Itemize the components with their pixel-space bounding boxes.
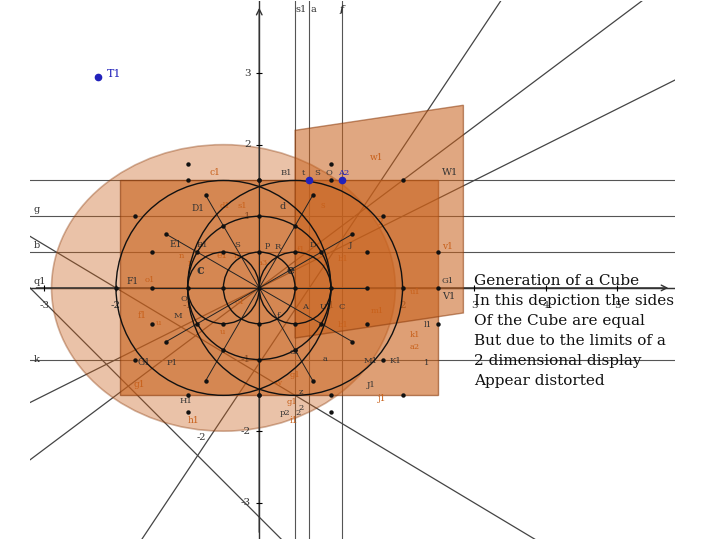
Text: R: R — [275, 242, 282, 251]
Text: t: t — [302, 168, 305, 177]
Text: l1: l1 — [424, 321, 432, 329]
Text: h1: h1 — [188, 416, 199, 424]
Text: v1: v1 — [442, 241, 453, 251]
Text: w1: w1 — [370, 153, 384, 163]
Polygon shape — [295, 105, 464, 338]
Text: n: n — [179, 252, 184, 260]
Text: s1: s1 — [238, 201, 248, 210]
Text: r: r — [188, 259, 192, 268]
Text: S: S — [315, 168, 320, 177]
Text: g1: g1 — [134, 380, 145, 389]
Text: k: k — [34, 355, 40, 364]
Text: S: S — [234, 241, 240, 249]
Text: q1: q1 — [34, 276, 46, 286]
Text: e1: e1 — [216, 251, 228, 260]
Text: 4: 4 — [542, 301, 549, 310]
Text: m1: m1 — [370, 307, 384, 315]
Text: u: u — [156, 319, 161, 327]
Text: T1: T1 — [107, 69, 121, 79]
Text: G1: G1 — [442, 277, 454, 285]
Text: -3: -3 — [240, 498, 251, 507]
Text: -1: -1 — [183, 301, 193, 310]
Text: 2: 2 — [399, 301, 406, 310]
Text: D1: D1 — [192, 204, 204, 213]
Text: J: J — [348, 241, 352, 249]
Text: o1: o1 — [234, 298, 245, 306]
Text: C: C — [338, 303, 344, 312]
Text: H1: H1 — [179, 396, 192, 404]
Text: 2: 2 — [244, 140, 251, 149]
Text: O: O — [326, 168, 333, 177]
Text: s1: s1 — [296, 5, 307, 14]
Text: V1: V1 — [442, 292, 455, 301]
Text: A: A — [302, 303, 308, 312]
Text: s: s — [320, 201, 325, 210]
Text: Generation of a Cube
In this depiction the sides
Of the Cube are equal
But due t: Generation of a Cube In this depiction t… — [474, 274, 674, 388]
Text: 2: 2 — [295, 409, 300, 417]
Text: d: d — [279, 202, 286, 211]
Text: b1: b1 — [338, 321, 348, 329]
Text: -3: -3 — [40, 301, 50, 310]
Text: M1: M1 — [363, 357, 377, 365]
Text: 2: 2 — [377, 218, 383, 227]
Text: O: O — [181, 295, 187, 303]
Text: 1: 1 — [328, 301, 334, 310]
Text: p: p — [265, 241, 271, 249]
Text: A2: A2 — [338, 168, 349, 177]
Text: g1: g1 — [287, 398, 297, 406]
Text: P1: P1 — [166, 359, 177, 367]
Text: -1: -1 — [240, 355, 251, 364]
Text: W1: W1 — [442, 168, 458, 177]
Text: k1: k1 — [410, 330, 420, 339]
Text: U1: U1 — [320, 303, 333, 312]
Text: e: e — [287, 264, 294, 276]
Text: b1: b1 — [338, 255, 348, 262]
Text: n: n — [234, 252, 240, 260]
Text: z: z — [299, 388, 303, 396]
Text: w: w — [275, 379, 282, 387]
Ellipse shape — [52, 145, 395, 431]
Text: a: a — [311, 5, 317, 14]
Text: f1: f1 — [138, 311, 146, 320]
Text: g1: g1 — [289, 372, 300, 380]
Text: c2: c2 — [289, 348, 300, 356]
Text: -2: -2 — [240, 427, 251, 436]
Text: -2: -2 — [111, 301, 121, 310]
Text: B1: B1 — [281, 168, 292, 177]
Text: o1: o1 — [145, 276, 155, 284]
Text: 3: 3 — [244, 69, 251, 78]
Polygon shape — [120, 180, 438, 395]
Text: -2: -2 — [197, 433, 206, 442]
Text: K1: K1 — [390, 357, 401, 365]
Text: D: D — [310, 241, 316, 249]
Text: f: f — [277, 312, 280, 320]
Text: g: g — [34, 205, 40, 214]
Text: 5: 5 — [614, 301, 621, 310]
Text: u1: u1 — [410, 288, 420, 295]
Text: j1: j1 — [377, 394, 386, 403]
Text: 3: 3 — [471, 301, 477, 310]
Text: f: f — [340, 5, 343, 14]
Text: p2: p2 — [279, 409, 290, 417]
Text: d1: d1 — [220, 201, 230, 210]
Text: u: u — [220, 328, 225, 336]
Text: G1: G1 — [138, 358, 150, 367]
Text: a3: a3 — [258, 259, 268, 267]
Text: c: c — [197, 264, 204, 276]
Text: F1: F1 — [127, 276, 139, 286]
Text: 1: 1 — [424, 359, 429, 367]
Text: a: a — [323, 355, 327, 363]
Text: B1: B1 — [197, 241, 208, 249]
Text: 2: 2 — [299, 404, 304, 411]
Text: M: M — [174, 312, 182, 320]
Text: J1: J1 — [366, 381, 375, 389]
Text: b: b — [34, 241, 40, 250]
Text: c1: c1 — [209, 168, 220, 177]
Text: 1: 1 — [244, 212, 251, 221]
Text: E1: E1 — [170, 240, 182, 249]
Text: a2: a2 — [410, 343, 420, 351]
Text: i1: i1 — [289, 416, 298, 424]
Text: f1: f1 — [297, 246, 305, 254]
